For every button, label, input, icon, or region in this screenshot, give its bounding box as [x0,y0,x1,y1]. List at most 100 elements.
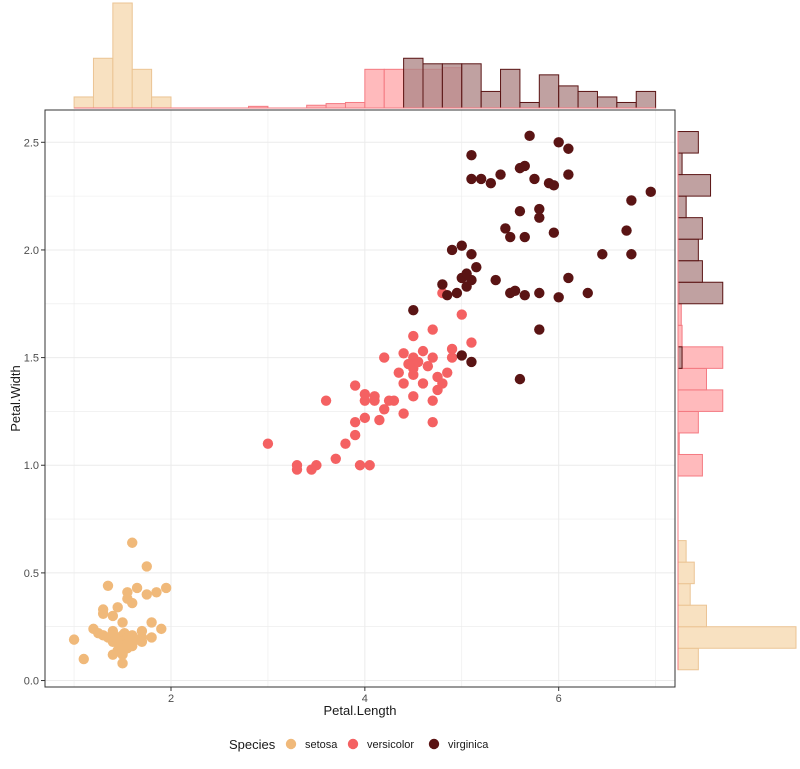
point-versicolor [359,412,371,424]
point-virginica [548,227,560,238]
right-hist-bar-virginica [677,260,703,283]
point-virginica [446,244,458,256]
right-hist-bar-versicolor [677,410,699,434]
point-versicolor [437,378,448,389]
top-hist-bar-virginica [616,101,637,109]
top-hist-bar-virginica [558,85,579,109]
point-virginica [626,195,637,206]
point-virginica [475,173,487,185]
top-hist-bar-virginica [480,90,502,109]
point-virginica [514,373,526,385]
point-setosa [122,638,133,650]
point-versicolor [466,337,477,348]
point-virginica [471,261,482,273]
point-versicolor [398,408,409,419]
legend-key-virginica [428,738,440,750]
point-virginica [408,305,419,316]
point-virginica [519,160,530,172]
y-tick-label: 2.0 [24,245,39,257]
point-versicolor [398,348,409,359]
point-virginica [597,249,608,260]
legend-key-versicolor [347,738,359,750]
legend-title: Species [229,737,276,752]
top-hist-bar-setosa [92,57,114,109]
right-hist-bar-virginica [677,281,724,305]
point-virginica [519,289,530,301]
point-versicolor [408,330,419,342]
right-hist-bar-setosa [677,647,699,671]
point-versicolor [412,356,424,368]
top-hist-bar-virginica [422,63,443,109]
right-hist-bar-virginica [677,217,703,240]
point-versicolor [349,380,361,391]
point-virginica [466,249,477,260]
point-versicolor [427,324,438,335]
point-setosa [112,602,123,613]
point-versicolor [354,460,366,471]
legend: Species setosa versicolor virginica [229,737,489,752]
right-hist-bar-virginica [677,174,712,197]
top-hist-bar-virginica [577,90,598,109]
legend-label-setosa: setosa [305,739,338,751]
point-setosa [136,636,148,647]
right-hist-bar-setosa [677,583,691,606]
point-versicolor [446,343,458,355]
point-setosa [151,587,162,598]
top-hist-bar-virginica [500,68,521,109]
point-setosa [117,617,128,628]
point-setosa [146,617,157,628]
point-virginica [466,173,477,185]
point-virginica [456,240,467,251]
top-hist-bar-versicolor [383,68,405,109]
right-hist-bar-virginica [677,195,687,219]
point-virginica [563,143,574,154]
point-setosa [141,561,152,572]
point-versicolor [408,369,419,381]
point-versicolor [349,416,361,428]
point-versicolor [403,358,414,370]
panel-border [44,109,676,688]
point-virginica [548,180,560,191]
axes: 2 4 6 0.0 0.5 1.0 1.5 2.0 2.5 [24,137,562,705]
point-versicolor [311,460,322,471]
point-virginica [563,169,574,180]
top-hist-bar-virginica [538,74,560,109]
point-setosa [102,580,114,592]
point-setosa [127,597,138,609]
point-virginica [509,285,521,297]
point-virginica [534,212,545,223]
point-virginica [505,231,516,243]
x-tick-label: 2 [168,693,174,705]
point-virginica [437,279,448,290]
point-versicolor [427,416,438,428]
point-setosa [97,608,109,619]
point-setosa [156,623,167,635]
right-hist-bar-virginica [677,131,699,154]
point-versicolor [408,391,419,402]
top-hist-bar-versicolor [364,68,385,109]
top-hist-bar-virginica [519,101,540,109]
x-tick-label: 4 [362,693,368,705]
point-virginica [456,350,467,361]
top-hist-bar-setosa [112,2,133,109]
top-hist-bar-virginica [403,57,424,109]
right-hist-bar-virginica [677,346,683,369]
right-marginal-histogram [677,131,797,671]
legend-label-virginica: virginica [448,739,489,751]
point-virginica [519,231,530,243]
point-versicolor [417,378,429,389]
point-versicolor [388,395,400,406]
right-hist-bar-setosa [677,626,797,649]
point-versicolor [456,309,467,320]
point-virginica [553,292,564,303]
point-virginica [500,223,511,234]
point-versicolor [422,361,434,372]
y-tick-label: 2.5 [24,137,39,149]
top-hist-bar-virginica [441,63,463,109]
point-virginica [534,203,545,215]
point-versicolor [349,429,361,441]
x-tick-label: 6 [556,693,562,705]
point-virginica [442,289,453,301]
y-tick-label: 1.5 [24,353,39,365]
